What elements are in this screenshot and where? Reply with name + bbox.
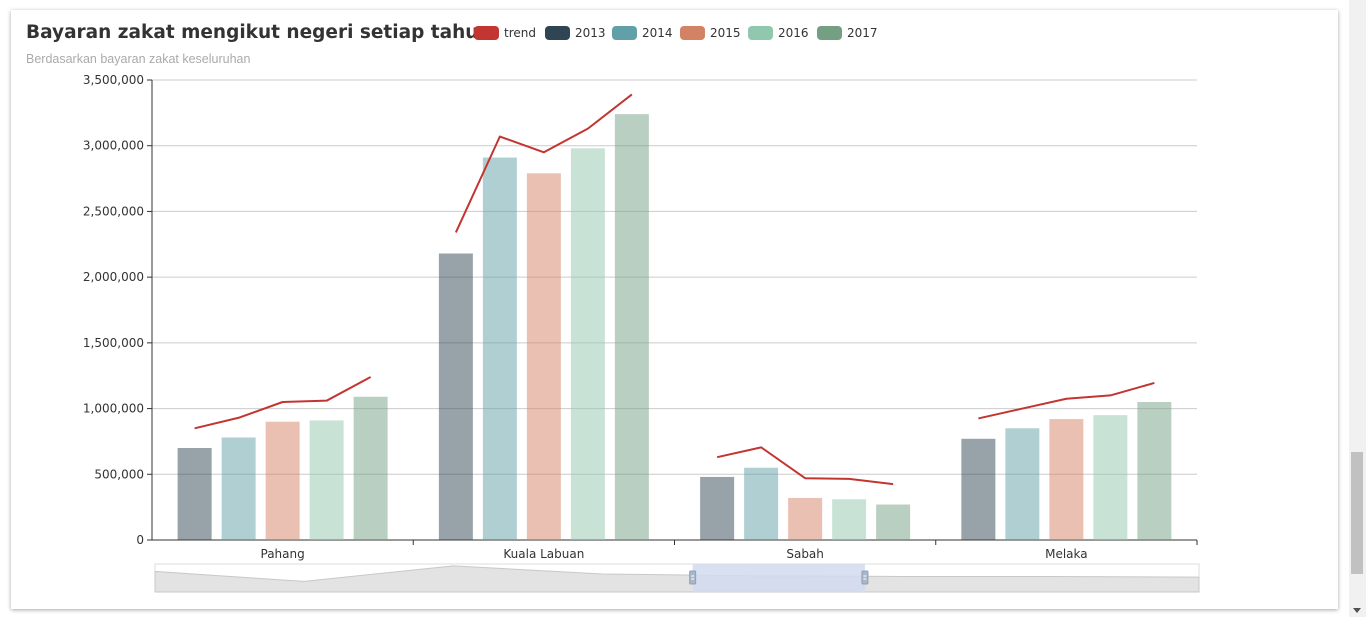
y-tick-label: 3,500,000 — [83, 73, 144, 87]
legend-label: 2015 — [710, 25, 741, 40]
bar-2015-pahang — [265, 421, 300, 540]
legend-swatch — [748, 25, 773, 40]
legend-swatch — [474, 25, 499, 40]
y-tick-label: 3,000,000 — [83, 139, 144, 153]
x-tick-label: Pahang — [261, 547, 305, 561]
bar-2016-pahang — [309, 420, 344, 540]
bar-2013-pahang — [177, 448, 212, 540]
x-tick-label: Melaka — [1045, 547, 1088, 561]
legend-item-trend[interactable]: trend — [474, 25, 536, 40]
legend-item-2013[interactable]: 2013 — [545, 25, 606, 40]
x-tick-label: Kuala Labuan — [503, 547, 584, 561]
legend-item-2016[interactable]: 2016 — [748, 25, 809, 40]
bar-2013-melaka — [961, 438, 996, 540]
legend-label: 2014 — [642, 25, 673, 40]
y-tick-label: 1,000,000 — [83, 402, 144, 416]
trend-line-kuala-labuan — [454, 93, 633, 233]
data-zoom-start-handle[interactable] — [689, 570, 697, 585]
vertical-scrollbar[interactable] — [1349, 0, 1366, 617]
bar-2013-kuala-labuan — [438, 253, 473, 540]
y-tick-label: 2,500,000 — [83, 204, 144, 218]
bar-2015-melaka — [1049, 419, 1084, 540]
bar-2016-kuala-labuan — [570, 148, 605, 541]
bar-2017-pahang — [353, 396, 388, 540]
bar-2015-sabah — [788, 497, 823, 540]
scrollbar-thumb[interactable] — [1351, 452, 1363, 574]
bar-2016-sabah — [832, 499, 867, 540]
data-zoom-window[interactable] — [692, 564, 865, 592]
legend-label: 2017 — [847, 25, 878, 40]
legend-label: 2016 — [778, 25, 809, 40]
chart-title: Bayaran zakat mengikut negeri setiap tah… — [26, 22, 492, 43]
legend-item-2017[interactable]: 2017 — [817, 25, 878, 40]
chart-subtitle: Berdasarkan bayaran zakat keseluruhan — [26, 52, 251, 66]
legend-swatch — [680, 25, 705, 40]
bar-2017-melaka — [1137, 402, 1172, 540]
legend-item-2015[interactable]: 2015 — [680, 25, 741, 40]
legend-swatch — [817, 25, 842, 40]
bar-2014-pahang — [221, 437, 256, 540]
legend-item-2014[interactable]: 2014 — [612, 25, 673, 40]
legend-label: trend — [504, 25, 536, 40]
legend-swatch — [612, 25, 637, 40]
y-tick-label: 500,000 — [94, 467, 144, 481]
y-tick-label: 0 — [136, 533, 144, 547]
data-zoom-end-handle[interactable] — [861, 570, 869, 585]
x-tick-label: Sabah — [786, 547, 824, 561]
bar-2014-sabah — [744, 467, 779, 540]
bar-2014-kuala-labuan — [482, 157, 517, 541]
legend-swatch — [545, 25, 570, 40]
bar-2016-melaka — [1093, 415, 1128, 540]
trend-line-pahang — [194, 376, 372, 430]
scroll-down-arrow-icon[interactable] — [1353, 608, 1361, 613]
trend-line-sabah — [716, 446, 894, 486]
bar-2015-kuala-labuan — [526, 173, 561, 541]
y-tick-label: 1,500,000 — [83, 336, 144, 350]
bar-2014-melaka — [1005, 428, 1040, 540]
bar-2013-sabah — [700, 476, 735, 540]
bar-2017-sabah — [876, 504, 911, 540]
bar-2017-kuala-labuan — [614, 114, 649, 541]
legend-label: 2013 — [575, 25, 606, 40]
trend-line-melaka — [978, 381, 1155, 420]
y-tick-label: 2,000,000 — [83, 270, 144, 284]
